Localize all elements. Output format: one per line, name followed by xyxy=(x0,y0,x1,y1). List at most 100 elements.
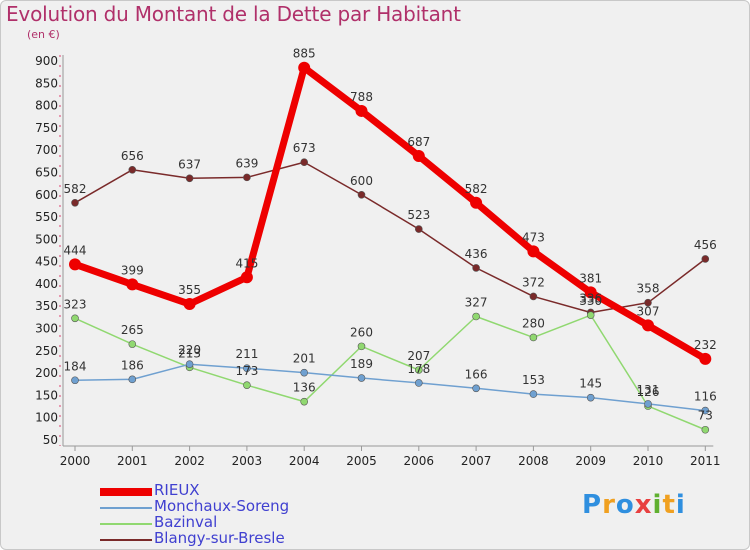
series-layer xyxy=(69,61,712,434)
y-tick-label: 250 xyxy=(35,344,58,358)
series-rieux xyxy=(69,61,712,365)
data-label: 656 xyxy=(121,149,144,163)
proxiti-logo: Proxiti xyxy=(582,490,686,520)
data-point xyxy=(701,425,710,434)
y-tick-label: 750 xyxy=(35,121,58,135)
data-point xyxy=(701,255,710,263)
data-point xyxy=(126,278,139,291)
data-point xyxy=(357,190,366,199)
x-tick-label: 2007 xyxy=(461,454,492,468)
data-point xyxy=(240,271,253,284)
data-labels: 582 656 637 639 673 600 523 436 372 336 358 456 323 2… xyxy=(64,47,717,423)
x-tick-label: 2006 xyxy=(404,454,435,468)
data-point xyxy=(128,340,137,348)
legend-swatch xyxy=(100,507,152,509)
y-tick-label: 450 xyxy=(35,255,58,269)
data-label: 131 xyxy=(637,383,660,397)
legend-swatch xyxy=(100,539,152,541)
data-point xyxy=(414,379,423,387)
x-tick-label: 2011 xyxy=(690,454,721,468)
data-label: 456 xyxy=(694,238,717,252)
series-line xyxy=(74,314,706,431)
series-monchaux-soreng xyxy=(71,360,710,415)
data-label: 788 xyxy=(350,90,373,104)
x-tick-label: 2009 xyxy=(575,454,606,468)
data-point xyxy=(71,198,79,207)
y-tick-label: 300 xyxy=(35,322,58,336)
data-label: 673 xyxy=(293,141,316,155)
data-label: 184 xyxy=(64,359,87,373)
data-point xyxy=(472,384,480,393)
data-label: 523 xyxy=(407,208,430,222)
data-label: 189 xyxy=(350,357,373,371)
data-label: 582 xyxy=(64,182,87,196)
data-point xyxy=(472,264,480,272)
legend-label: Bazinval xyxy=(154,513,218,531)
y-tick-label: 850 xyxy=(35,76,58,90)
legend-swatch xyxy=(100,523,152,525)
data-point xyxy=(243,173,251,182)
x-tick-label: 2008 xyxy=(518,454,549,468)
y-tick-label: 650 xyxy=(35,165,58,179)
data-label: 213 xyxy=(178,346,201,360)
y-tick-label: 500 xyxy=(35,232,58,246)
data-label: 399 xyxy=(121,263,144,277)
data-label: 323 xyxy=(64,297,87,311)
data-point xyxy=(185,174,194,183)
data-label: 885 xyxy=(293,47,316,61)
data-point xyxy=(414,366,423,374)
series-bazinval xyxy=(71,311,710,434)
data-label: 166 xyxy=(465,367,488,381)
data-label: 73 xyxy=(698,409,713,423)
data-label: 330 xyxy=(579,294,602,308)
series-line xyxy=(74,363,706,412)
data-point xyxy=(642,319,654,332)
data-label: 600 xyxy=(350,174,373,188)
data-point xyxy=(183,298,196,311)
data-label: 358 xyxy=(637,282,660,296)
logo-letter: i xyxy=(675,490,686,520)
data-point xyxy=(584,286,597,299)
chart-title: Evolution du Montant de la Dette par Hab… xyxy=(6,2,461,26)
data-point xyxy=(300,397,309,406)
series-line xyxy=(74,161,706,314)
data-label: 136 xyxy=(293,381,316,395)
x-tick-label: 2001 xyxy=(117,454,148,468)
data-point xyxy=(529,292,538,301)
data-point xyxy=(644,400,652,408)
data-point xyxy=(300,368,309,377)
x-tick-label: 2002 xyxy=(174,454,205,468)
x-tick-label: 2003 xyxy=(232,454,263,468)
data-point xyxy=(527,245,540,258)
data-point xyxy=(355,104,368,117)
y-tick-label: 100 xyxy=(35,411,58,425)
data-point xyxy=(71,314,79,323)
logo-letter: o xyxy=(615,490,635,520)
series-line xyxy=(73,64,708,362)
data-point xyxy=(357,374,366,382)
data-label: 355 xyxy=(178,283,201,297)
data-label: 265 xyxy=(121,323,144,337)
y-tick-label: 600 xyxy=(35,188,58,202)
data-label: 173 xyxy=(235,364,258,378)
data-point xyxy=(298,61,311,74)
data-label: 260 xyxy=(350,325,373,339)
y-tick-label: 150 xyxy=(35,388,58,402)
data-label: 153 xyxy=(522,373,545,387)
data-label: 145 xyxy=(579,377,602,391)
data-label: 220 xyxy=(178,343,201,357)
data-label: 211 xyxy=(235,347,258,361)
unit-label: (en €) xyxy=(27,28,60,41)
data-label: 207 xyxy=(407,349,430,363)
data-label: 116 xyxy=(694,390,717,404)
data-point xyxy=(472,312,480,321)
x-tick-label: 2010 xyxy=(633,454,664,468)
y-tick-label: 900 xyxy=(35,54,58,68)
x-tick-label: 2000 xyxy=(60,454,91,468)
data-label: 436 xyxy=(465,247,488,261)
data-label: 473 xyxy=(522,230,545,244)
data-label: 372 xyxy=(522,275,545,289)
y-tick-label: 200 xyxy=(35,366,58,380)
data-label: 280 xyxy=(522,316,545,330)
